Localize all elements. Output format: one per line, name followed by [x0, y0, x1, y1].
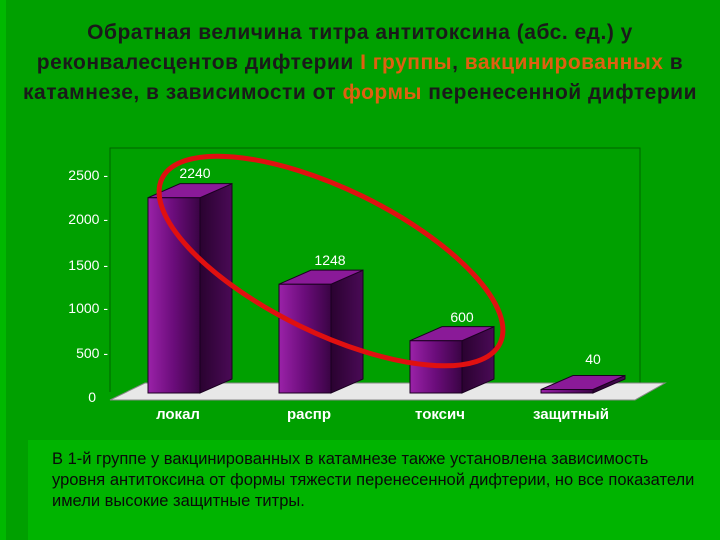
footer-text: В 1-й группе у вакцинированных в катамне…: [52, 450, 695, 510]
highlight-ellipse: [156, 153, 506, 369]
y-tick-label: 2000 -: [68, 211, 108, 227]
bar-защитный: [540, 389, 594, 394]
x-tick-label: распр: [287, 406, 331, 423]
chart-panel-border: [109, 147, 641, 392]
y-tick-label: 0: [88, 389, 96, 405]
y-tick-label: 1500 -: [68, 257, 108, 273]
y-tick-label: 1000 -: [68, 300, 108, 316]
title-part-2: ,: [452, 51, 465, 74]
y-tick-label: 500 -: [76, 345, 108, 361]
bar-top-токсич: [409, 326, 495, 342]
title-part-3: в катамнезе, в зависимости от: [23, 51, 684, 104]
x-tick-label: токсич: [415, 406, 465, 423]
data-label-токсич: 600: [450, 309, 474, 325]
data-label-защитный: 40: [585, 351, 601, 367]
x-tick-label: локал: [156, 406, 200, 423]
title-part-1: Обратная величина титра антитоксина (абс…: [36, 21, 633, 74]
slide-title: Обратная величина титра антитоксина (абс…: [20, 18, 700, 108]
title-highlight-form: формы: [342, 81, 422, 104]
data-label-локал: 2240: [179, 165, 210, 181]
title-part-4: перенесенной дифтерии: [421, 81, 697, 104]
left-accent-strip: [0, 0, 6, 540]
footer-panel: [28, 440, 720, 540]
bar-side-распр: [330, 269, 364, 394]
chart-floor: [109, 382, 667, 401]
data-label-распр: 1248: [314, 252, 345, 268]
title-highlight-vaccinated: вакцинированных: [464, 51, 664, 74]
bar-top-защитный: [540, 375, 626, 391]
title-highlight-group: I группы: [360, 51, 453, 74]
bar-side-локал: [199, 182, 233, 394]
bar-top-локал: [147, 183, 233, 199]
x-tick-label: защитный: [533, 406, 609, 423]
bar-top-распр: [278, 269, 364, 285]
y-tick-label: 2500 -: [68, 167, 108, 183]
